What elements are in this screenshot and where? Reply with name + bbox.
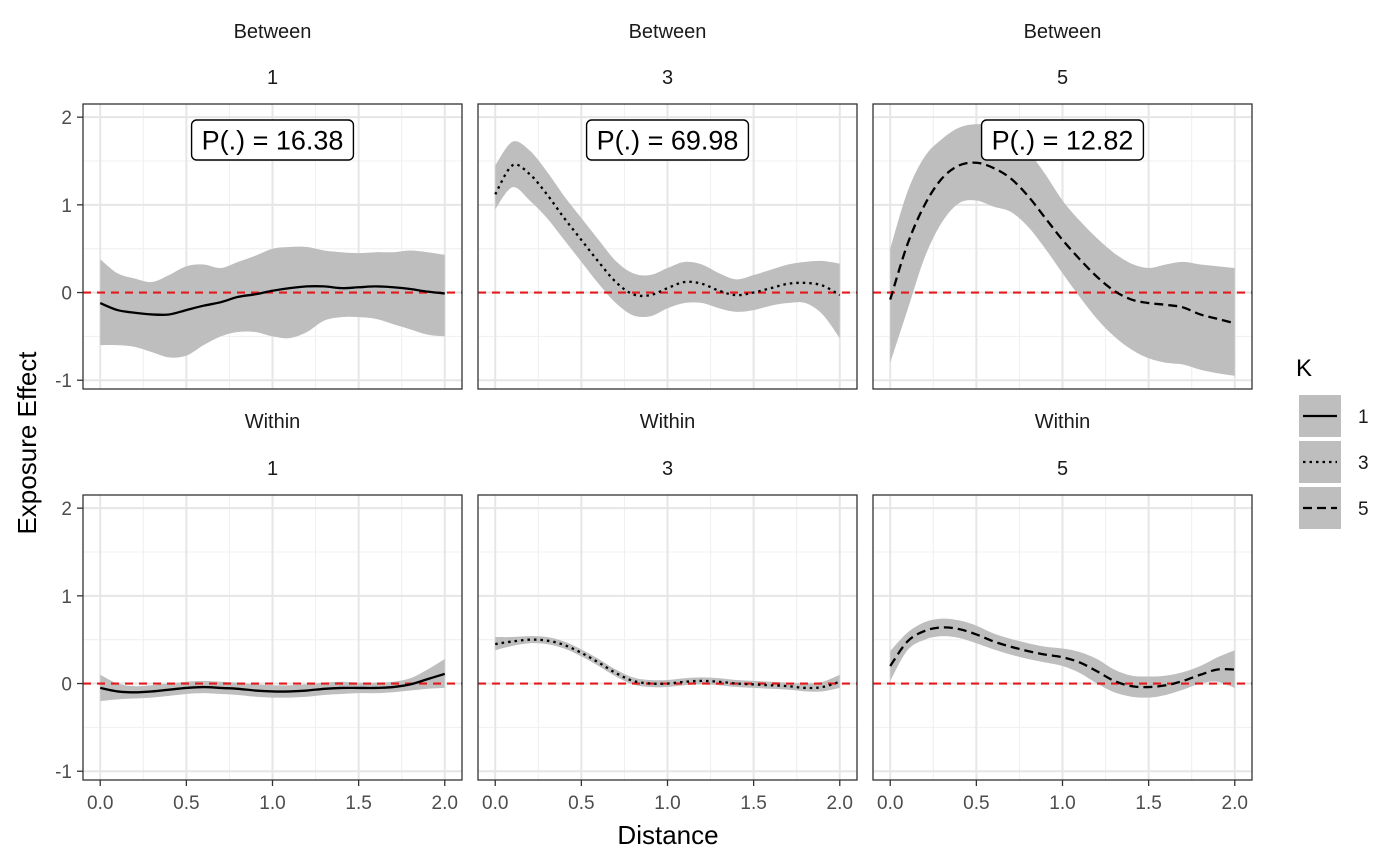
confidence-ribbon — [890, 124, 1235, 376]
facet-strip-label: 1 — [267, 67, 278, 89]
facet-panel: Within 5 0.0 0.5 1.0 1.5 2.0 — [872, 411, 1253, 814]
annotation-label: P(.) = 16.38 — [202, 126, 344, 156]
x-tick-label: 2.0 — [827, 793, 853, 814]
x-tick-label: 0.0 — [87, 793, 113, 814]
probability-annotation: P(.) = 69.98 — [585, 119, 750, 161]
confidence-ribbon — [100, 246, 445, 358]
y-tick-label: 2 — [61, 499, 72, 520]
x-tick-label: 0.0 — [877, 793, 903, 814]
annotation-box — [980, 119, 1145, 161]
x-tick-label: 0.5 — [173, 793, 199, 814]
legend-key — [1299, 441, 1341, 483]
annotation-box — [585, 119, 750, 161]
probability-annotation: P(.) = 16.38 — [190, 119, 355, 161]
x-tick-label: 0.5 — [568, 793, 594, 814]
y-axis-title: Exposure Effect — [12, 351, 42, 535]
probability-annotation: P(.) = 12.82 — [980, 119, 1145, 161]
panel-border — [477, 103, 858, 390]
y-tick-label: 1 — [61, 196, 72, 217]
confidence-ribbon — [495, 141, 840, 339]
y-tick-label: 0 — [61, 284, 72, 305]
facet-strip-label: 5 — [1057, 67, 1068, 89]
series-line-k1 — [99, 285, 445, 317]
facet-strip-label: 3 — [662, 67, 673, 89]
confidence-ribbon — [100, 658, 445, 702]
y-tick-label: 0 — [61, 675, 72, 696]
legend-entry: 5 — [1299, 487, 1369, 529]
x-tick-label: 1.5 — [740, 793, 766, 814]
legend-label: 5 — [1358, 499, 1369, 520]
facet-strip-label: 3 — [662, 458, 673, 480]
series-line-k5 — [889, 626, 1235, 689]
legend-label: 1 — [1358, 407, 1369, 428]
x-tick-label: 1.0 — [654, 793, 680, 814]
facet-panel: Between 1 -1 0 1 2 P(.) = 16.38 — [55, 21, 463, 392]
confidence-ribbon — [890, 618, 1235, 698]
series-line-k3 — [495, 638, 841, 690]
facet-panel: Between 3 P(.) = 69.98 — [477, 21, 858, 390]
x-tick-label: 2.0 — [1222, 793, 1248, 814]
legend-title: K — [1296, 355, 1312, 382]
x-tick-label: 1.0 — [259, 793, 285, 814]
y-tick-label: -1 — [55, 762, 72, 783]
confidence-ribbon — [495, 636, 840, 692]
legend: 1 3 5 — [1299, 395, 1369, 529]
facet-panel: Within 3 0.0 0.5 1.0 1.5 2.0 — [477, 411, 858, 814]
gridlines — [83, 495, 462, 780]
panel-border — [872, 103, 1253, 390]
facet-strip-label: Within — [245, 411, 301, 433]
annotation-box — [190, 119, 355, 161]
facet-panel: Within 1 -1 0 1 2 0.0 0.5 1.0 1.5 2.0 — [55, 411, 463, 814]
legend-label: 3 — [1358, 453, 1369, 474]
facet-strip-label: Between — [234, 21, 312, 43]
y-tick-label: 1 — [61, 587, 72, 608]
series-line-k1 — [99, 672, 446, 694]
annotation-label: P(.) = 12.82 — [992, 126, 1134, 156]
x-tick-label: 1.5 — [345, 793, 371, 814]
facet-strip-label: Between — [1024, 21, 1102, 43]
x-tick-label: 0.5 — [963, 793, 989, 814]
x-axis-title: Distance — [617, 820, 718, 850]
y-tick-label: -1 — [55, 371, 72, 392]
gridlines — [478, 495, 857, 780]
legend-entry: 3 — [1299, 441, 1369, 483]
facet-strip-label: Within — [1035, 411, 1091, 433]
x-tick-label: 2.0 — [432, 793, 458, 814]
legend-entry: 1 — [1299, 395, 1369, 437]
annotation-label: P(.) = 69.98 — [597, 126, 739, 156]
y-tick-label: 2 — [61, 108, 72, 129]
x-tick-label: 0.0 — [482, 793, 508, 814]
facet-strip-label: Between — [629, 21, 707, 43]
x-tick-label: 1.5 — [1135, 793, 1161, 814]
x-tick-label: 1.0 — [1049, 793, 1075, 814]
panel-border — [82, 103, 463, 390]
facet-strip-label: 5 — [1057, 458, 1068, 480]
facet-panels: Between 1 -1 0 1 2 P(.) = 16.38 Between 3 P(.) = … — [55, 21, 1253, 814]
facet-strip-label: Within — [640, 411, 696, 433]
facet-panel: Between 5 P(.) = 12.82 — [872, 21, 1253, 390]
facet-strip-label: 1 — [267, 458, 278, 480]
